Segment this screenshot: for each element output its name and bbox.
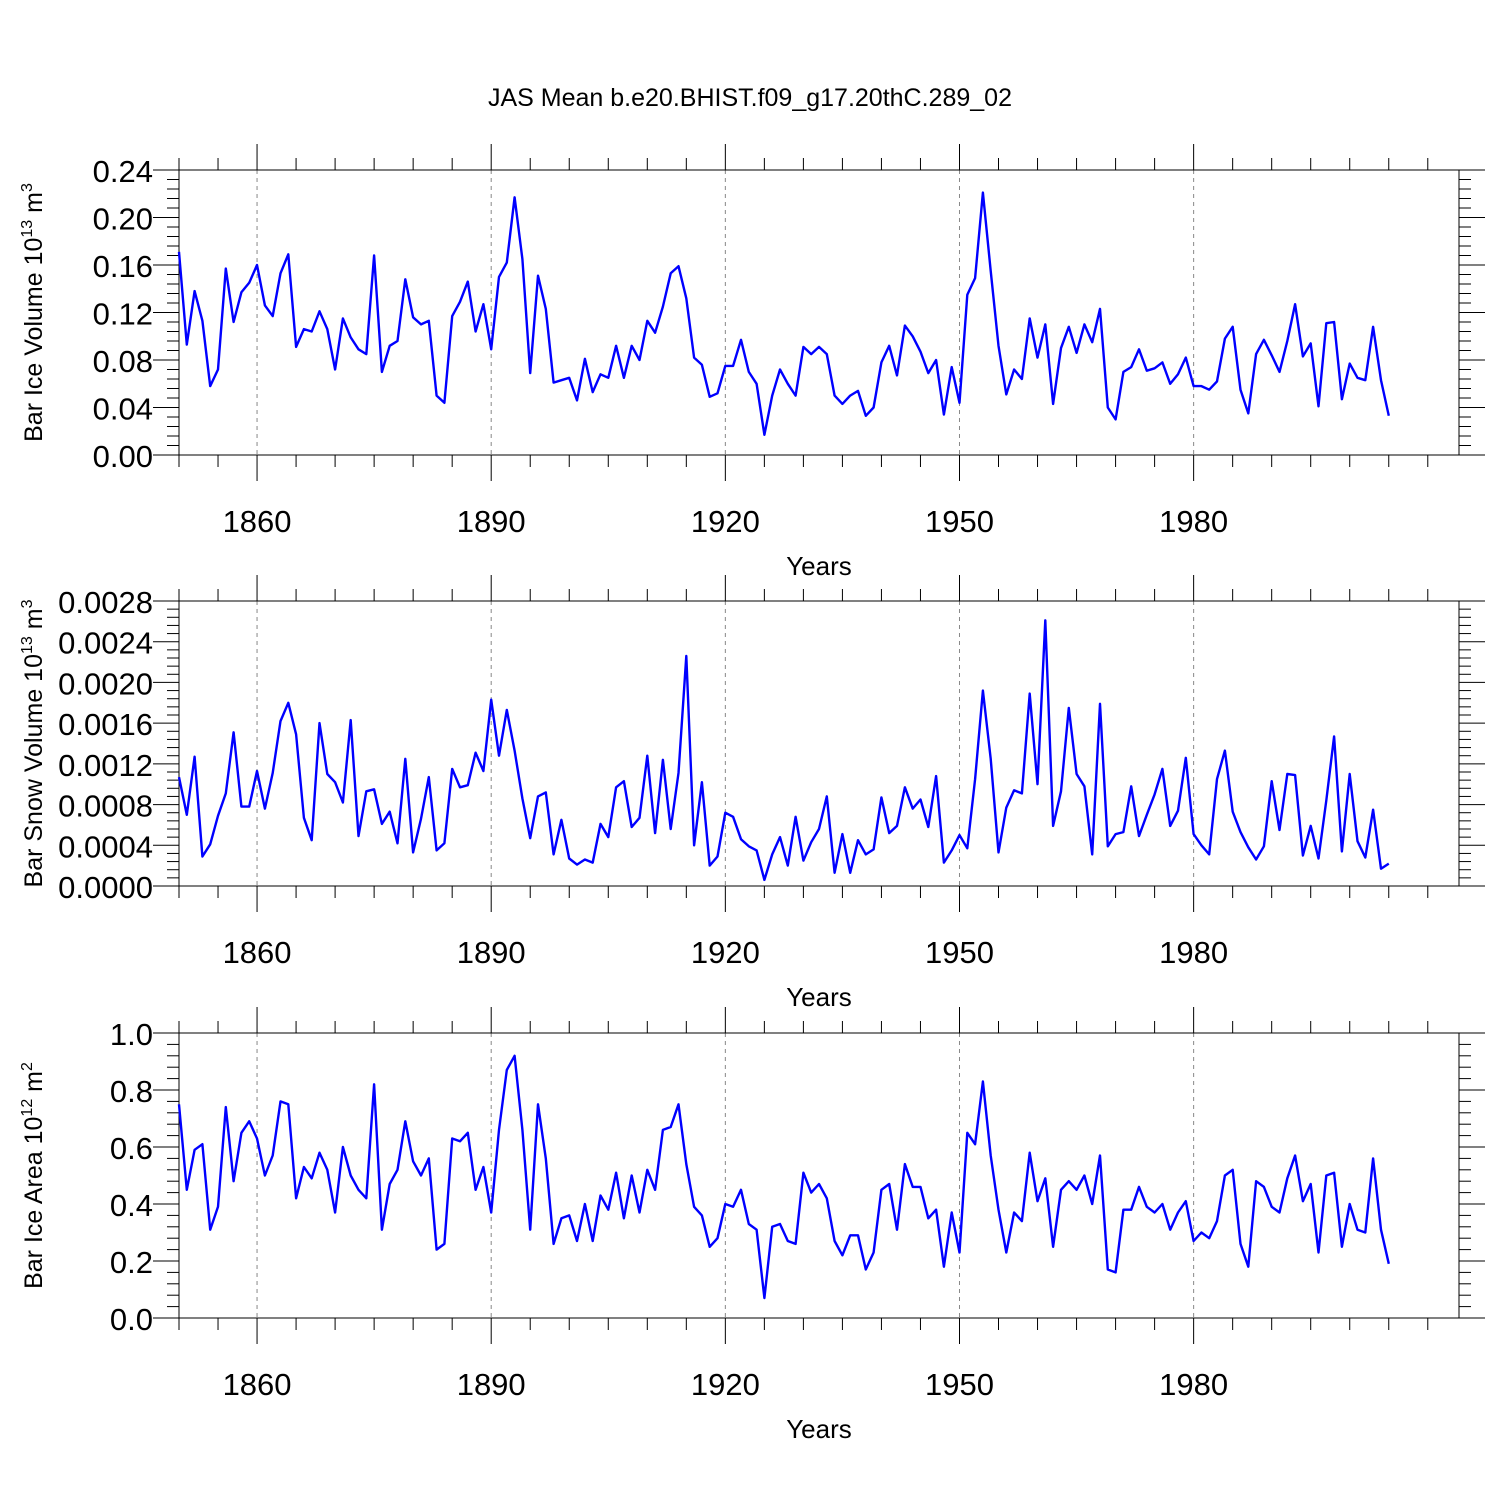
y-axis-label-exp: 13	[19, 636, 36, 654]
x-tick-label-2: 1920	[691, 935, 760, 970]
chart-panels: 0.00 0.04 0.08 0.12 0.16 0.20 0.24 1860 1890 1920…	[19, 144, 1485, 1444]
plot-frame	[178, 600, 1460, 887]
y-tick-label-4: 0.8	[110, 1074, 153, 1109]
plot-frame	[178, 1032, 1460, 1319]
chart-panel-3: 0.0 0.2 0.4 0.6 0.8 1.0 1860 1890 1920 1950 1980 Ye…	[19, 1007, 1485, 1444]
x-axis-label: Years	[786, 1414, 852, 1444]
x-tick-label-0: 1860	[223, 504, 292, 539]
y-tick-label-6: 0.0024	[58, 626, 153, 661]
y-tick-label-5: 0.20	[93, 202, 153, 237]
plot-frame	[178, 169, 1460, 456]
x-axis-label: Years	[786, 982, 852, 1012]
x-tick-label-0: 1860	[223, 935, 292, 970]
y-tick-label-2: 0.08	[93, 344, 153, 379]
x-tick-label-3: 1950	[925, 504, 994, 539]
y-tick-label-7: 0.0028	[58, 585, 153, 620]
y-tick-label-1: 0.2	[110, 1245, 153, 1280]
y-tick-label-0: 0.0000	[58, 870, 153, 905]
y-axis-label-name: Bar Snow Volume 10	[20, 654, 48, 887]
x-tick-label-1: 1890	[457, 935, 526, 970]
y-axis-label-exp: 12	[19, 1099, 36, 1117]
y-tick-label-0: 0.00	[93, 439, 153, 474]
y-axis-label-unit-exp: 3	[19, 183, 36, 192]
x-axis-label: Years	[786, 551, 852, 581]
y-axis-label-exp: 13	[19, 220, 36, 238]
series-line-1	[177, 191, 1390, 436]
y-tick-label-4: 0.16	[93, 249, 153, 284]
y-tick-label-5: 0.0020	[58, 666, 153, 701]
y-axis-label: Bar Ice Volume 1013 m3	[19, 183, 48, 442]
y-axis-label-name: Bar Ice Area 10	[20, 1117, 48, 1289]
x-tick-label-0: 1860	[223, 1367, 292, 1402]
y-tick-label-3: 0.12	[93, 297, 153, 332]
x-tick-label-4: 1980	[1159, 1367, 1228, 1402]
y-axis-label-unit-exp: 2	[19, 1062, 36, 1071]
chart-panel-2: 0.0000 0.0004 0.0008 0.0012 0.0016 0.0020 0.00…	[19, 575, 1485, 1012]
y-tick-label-2: 0.0008	[58, 789, 153, 824]
y-tick-label-0: 0.0	[110, 1302, 153, 1337]
y-tick-label-2: 0.4	[110, 1188, 153, 1223]
x-tick-label-3: 1950	[925, 935, 994, 970]
figure-title: JAS Mean b.e20.BHIST.f09_g17.20thC.289_0…	[488, 84, 1012, 112]
y-axis-label-unit-exp: 3	[19, 599, 36, 608]
y-tick-label-3: 0.6	[110, 1131, 153, 1166]
y-tick-label-3: 0.0012	[58, 748, 153, 783]
series-line-1	[177, 619, 1390, 882]
chart-panel-1: 0.00 0.04 0.08 0.12 0.16 0.20 0.24 1860 1890 1920…	[19, 144, 1485, 581]
y-tick-label-1: 0.04	[93, 392, 153, 427]
y-axis-label-unit: m	[20, 192, 48, 220]
x-tick-label-4: 1980	[1159, 504, 1228, 539]
series-line-1	[177, 1054, 1390, 1300]
y-axis-label-name: Bar Ice Volume 10	[20, 238, 48, 442]
y-tick-label-5: 1.0	[110, 1017, 153, 1052]
x-tick-label-2: 1920	[691, 1367, 760, 1402]
x-tick-label-4: 1980	[1159, 935, 1228, 970]
y-axis-label-unit: m	[20, 1071, 48, 1099]
y-axis-label: Bar Ice Area 1012 m2	[19, 1062, 48, 1289]
x-tick-label-1: 1890	[457, 504, 526, 539]
x-tick-label-1: 1890	[457, 1367, 526, 1402]
y-tick-label-1: 0.0004	[58, 829, 153, 864]
y-axis-label: Bar Snow Volume 1013 m3	[19, 599, 48, 887]
x-tick-label-3: 1950	[925, 1367, 994, 1402]
x-tick-label-2: 1920	[691, 504, 760, 539]
y-tick-label-4: 0.0016	[58, 707, 153, 742]
y-tick-label-6: 0.24	[93, 154, 153, 189]
y-axis-label-unit: m	[20, 608, 48, 636]
